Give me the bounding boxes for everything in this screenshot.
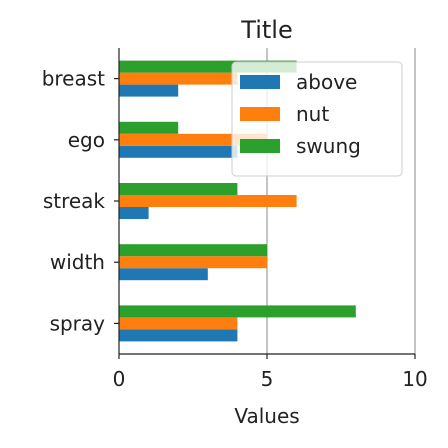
chart-title: Title [240,16,292,44]
legend-label-swung: swung [296,134,361,158]
legend-swatch-swung [240,139,280,153]
bar-spray-nut [119,317,238,330]
bars [119,60,356,342]
bar-ego-nut [119,133,267,146]
y-tick-label-spray: spray [50,311,106,335]
y-tick-label-breast: breast [42,67,105,91]
legend: above nut swung [231,61,403,177]
x-tick-label-0: 0 [113,367,126,391]
bar-breast-nut [119,72,238,85]
y-tick-label-width: width [50,250,105,274]
legend-swatch-nut [240,107,280,121]
bar-spray-swung [119,305,356,318]
legend-label-nut: nut [296,102,329,126]
y-tick-label-streak: streak [43,189,106,213]
bar-streak-swung [119,183,238,195]
bar-width-nut [119,256,267,269]
x-tick-label-10: 10 [402,367,427,391]
bar-ego-swung [119,121,179,134]
legend-label-above: above [296,70,357,94]
x-tick-labels: 0 5 10 [113,354,428,391]
bar-width-above [119,268,208,281]
legend-swatch-above [240,75,280,89]
bar-streak-nut [119,195,297,207]
bar-spray-above [119,329,238,342]
x-axis-label: Values [234,404,299,428]
y-tick-labels: breast ego streak width spray [42,67,119,335]
y-tick-label-ego: ego [68,128,105,152]
bar-width-swung [119,244,267,257]
x-tick-label-5: 5 [261,367,274,391]
bar-breast-above [119,84,179,97]
bar-streak-above [119,207,149,219]
bar-ego-above [119,145,238,158]
